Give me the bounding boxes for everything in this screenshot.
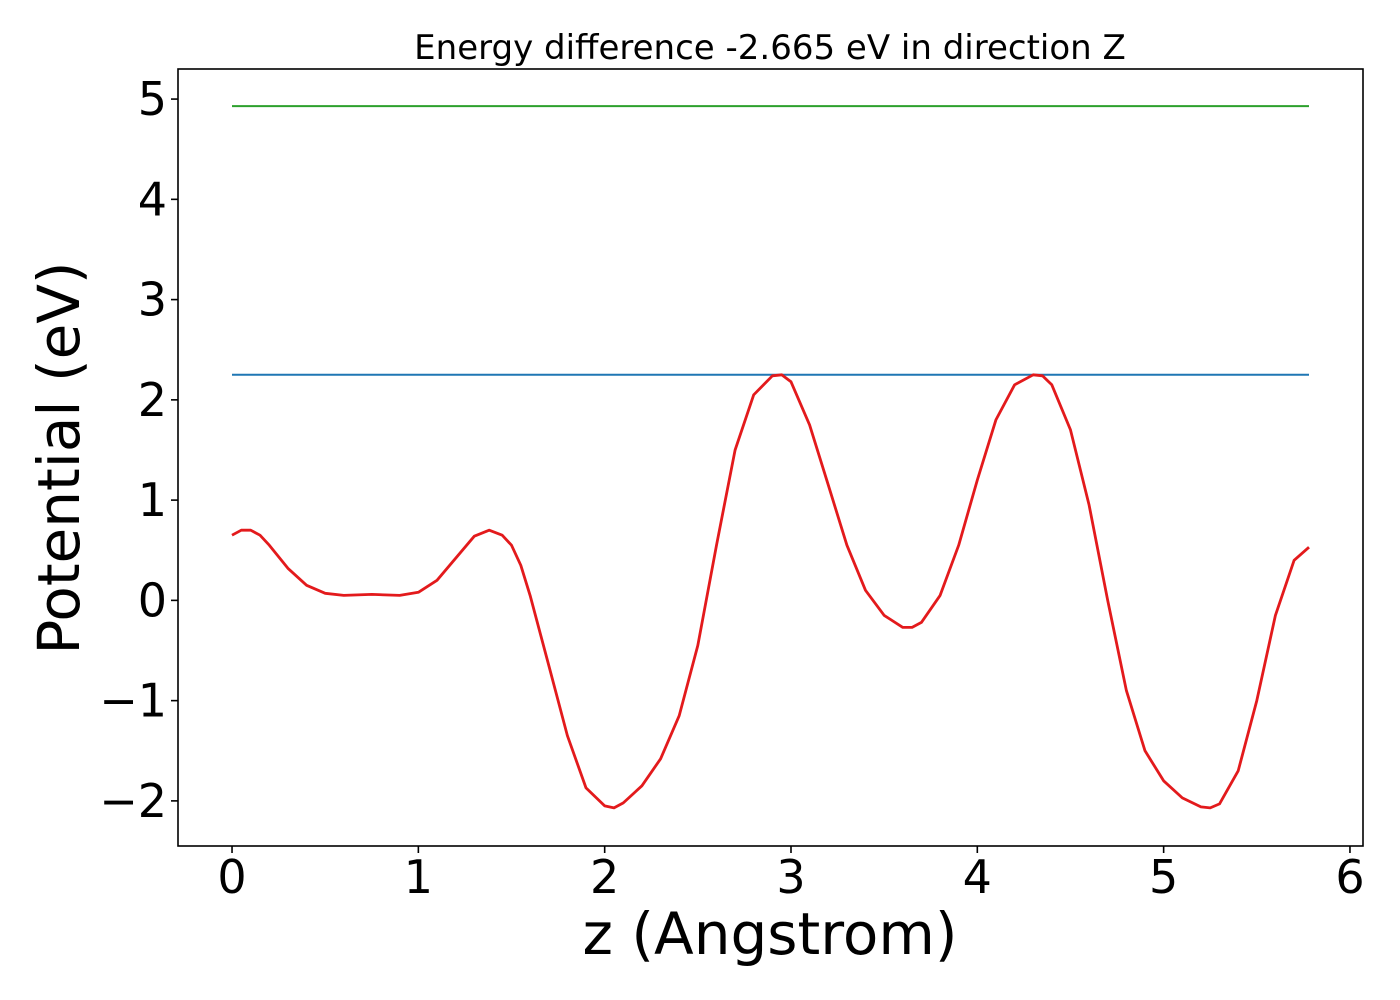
- y-tick-label: −1: [99, 674, 167, 728]
- x-tick-label: 2: [590, 850, 619, 904]
- x-tick-label: 5: [1149, 850, 1178, 904]
- y-tick-label: 2: [138, 373, 167, 427]
- x-tick-label: 1: [404, 850, 433, 904]
- y-tick-label: 5: [138, 72, 167, 126]
- x-axis-label: z (Angstrom): [583, 900, 958, 968]
- y-tick-label: 4: [138, 172, 167, 226]
- x-tick-label: 0: [217, 850, 246, 904]
- x-tick-label: 3: [776, 850, 805, 904]
- y-axis-ticks: −2 −1 0 1 2 3 4 5: [99, 72, 178, 828]
- plot-frame: [177, 68, 1364, 847]
- x-axis-ticks: 0 1 2 3 4 5 6: [217, 846, 1365, 904]
- x-tick-label: 6: [1335, 850, 1364, 904]
- x-tick-label: 4: [963, 850, 992, 904]
- y-tick-label: 3: [138, 273, 167, 327]
- series-line-3: [231, 373, 1310, 810]
- y-axis-label: Potential (eV): [25, 261, 93, 654]
- y-tick-label: 1: [138, 473, 167, 527]
- series-layer: [231, 105, 1310, 810]
- y-tick-label: 0: [138, 573, 167, 627]
- chart-title: Energy difference -2.665 eV in direction…: [414, 28, 1126, 68]
- y-tick-label: −2: [99, 774, 167, 828]
